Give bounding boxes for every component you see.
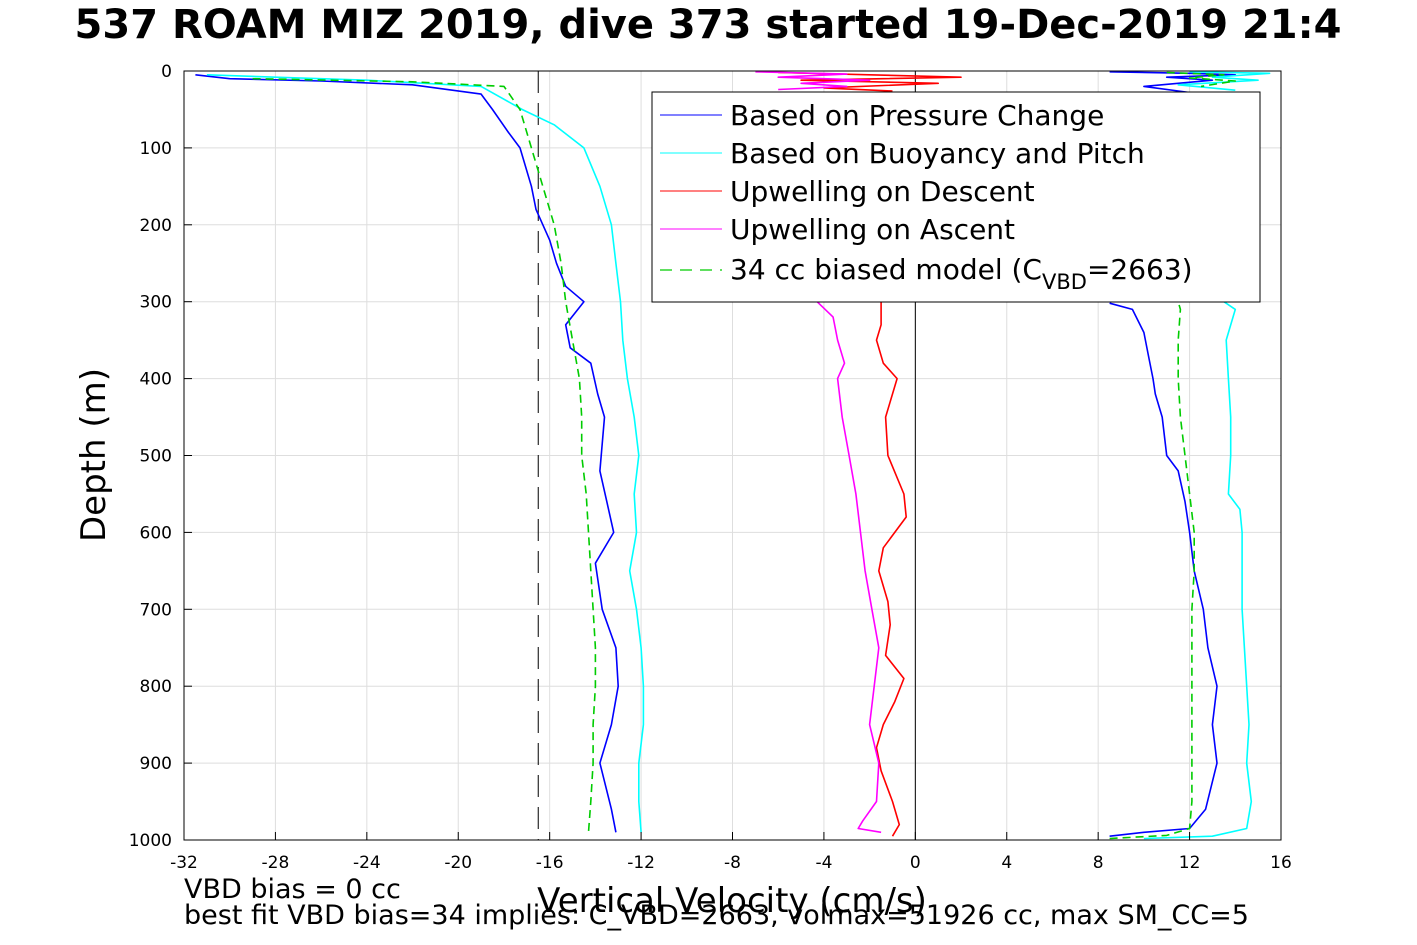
x-tick-label: 4: [1001, 853, 1012, 873]
x-tick-label: -8: [724, 853, 741, 873]
series-line-near-surface-buoyancy-ascent: [1177, 71, 1271, 91]
y-tick-label: 600: [140, 523, 172, 543]
x-tick-label: 8: [1093, 853, 1104, 873]
x-tick-label: -24: [353, 853, 381, 873]
y-tick-label: 800: [140, 677, 172, 697]
legend-label-pressure: Based on Pressure Change: [730, 99, 1104, 132]
x-tick-label: 12: [1179, 853, 1201, 873]
series-layer: [195, 71, 1271, 840]
footer-best-fit: best fit VBD bias=34 implies: C_VBD=2663…: [184, 900, 1249, 931]
legend-model-prefix: 34 cc biased model (C: [730, 253, 1042, 286]
series-line-34-cc-biased-model-c-vbd-2663: [252, 77, 597, 833]
series-line-based-on-pressure-change-ascent: [1109, 302, 1218, 837]
series-line-near-surface-ascent: [755, 71, 871, 91]
y-tick-label: 700: [140, 600, 172, 620]
y-tick-label: 1000: [129, 831, 172, 851]
x-axis-label: Vertical Velocity (cm/s): [537, 881, 927, 921]
x-tick-label: -32: [170, 853, 198, 873]
series-line-upwelling-on-ascent: [816, 301, 882, 834]
legend-model-subscript: VBD: [1042, 270, 1087, 294]
series-line-34-cc-biased-model-ascent: [1109, 301, 1195, 840]
x-tick-label: -12: [627, 853, 655, 873]
tick-labels: -32 -28 -24 -20 -16 -12 -8 -4 0 4 8 12 16 0 100 200 300 4…: [129, 62, 1292, 873]
y-axis-label: Depth (m): [74, 368, 114, 542]
y-tick-label: 300: [140, 293, 172, 313]
series-line-based-on-pressure-change: [195, 74, 619, 833]
x-tick-label: -28: [262, 853, 290, 873]
legend-label-ascent: Upwelling on Ascent: [730, 213, 1015, 246]
y-tick-label: 200: [140, 216, 172, 236]
x-tick-label: 0: [910, 853, 921, 873]
series-line-near-surface-model-ascent: [1166, 71, 1237, 88]
footer-vbd-bias: VBD bias = 0 cc: [184, 874, 401, 905]
y-tick-label: 500: [140, 447, 172, 467]
series-line-based-on-buoyancy-and-pitch: [206, 74, 645, 833]
x-tick-label: -4: [815, 853, 832, 873]
figure-title: 537 ROAM MIZ 2019, dive 373 started 19-D…: [74, 2, 1342, 48]
legend-label-buoyancy: Based on Buoyancy and Pitch: [730, 137, 1145, 170]
legend-label-model: 34 cc biased model (CVBD=2663): [730, 253, 1193, 294]
legend-model-suffix: =2663): [1087, 253, 1193, 286]
legend-label-descent: Upwelling on Descent: [730, 175, 1035, 208]
x-tick-label: -20: [444, 853, 472, 873]
x-tick-label: -16: [536, 853, 564, 873]
y-tick-label: 400: [140, 370, 172, 390]
legend-box: [651, 91, 1261, 303]
y-tick-label: 100: [140, 139, 172, 159]
series-line-based-on-buoyancy-and-pitch-ascent: [1143, 301, 1253, 840]
legend: Based on Pressure Change Based on Buoyan…: [651, 91, 1261, 303]
y-tick-label: 900: [140, 754, 172, 774]
series-line-near-surface-pressure-ascent: [1109, 71, 1237, 94]
series-line-upwelling-on-descent: [875, 301, 907, 837]
y-tick-label: 0: [161, 62, 172, 82]
x-tick-label: 16: [1270, 853, 1292, 873]
